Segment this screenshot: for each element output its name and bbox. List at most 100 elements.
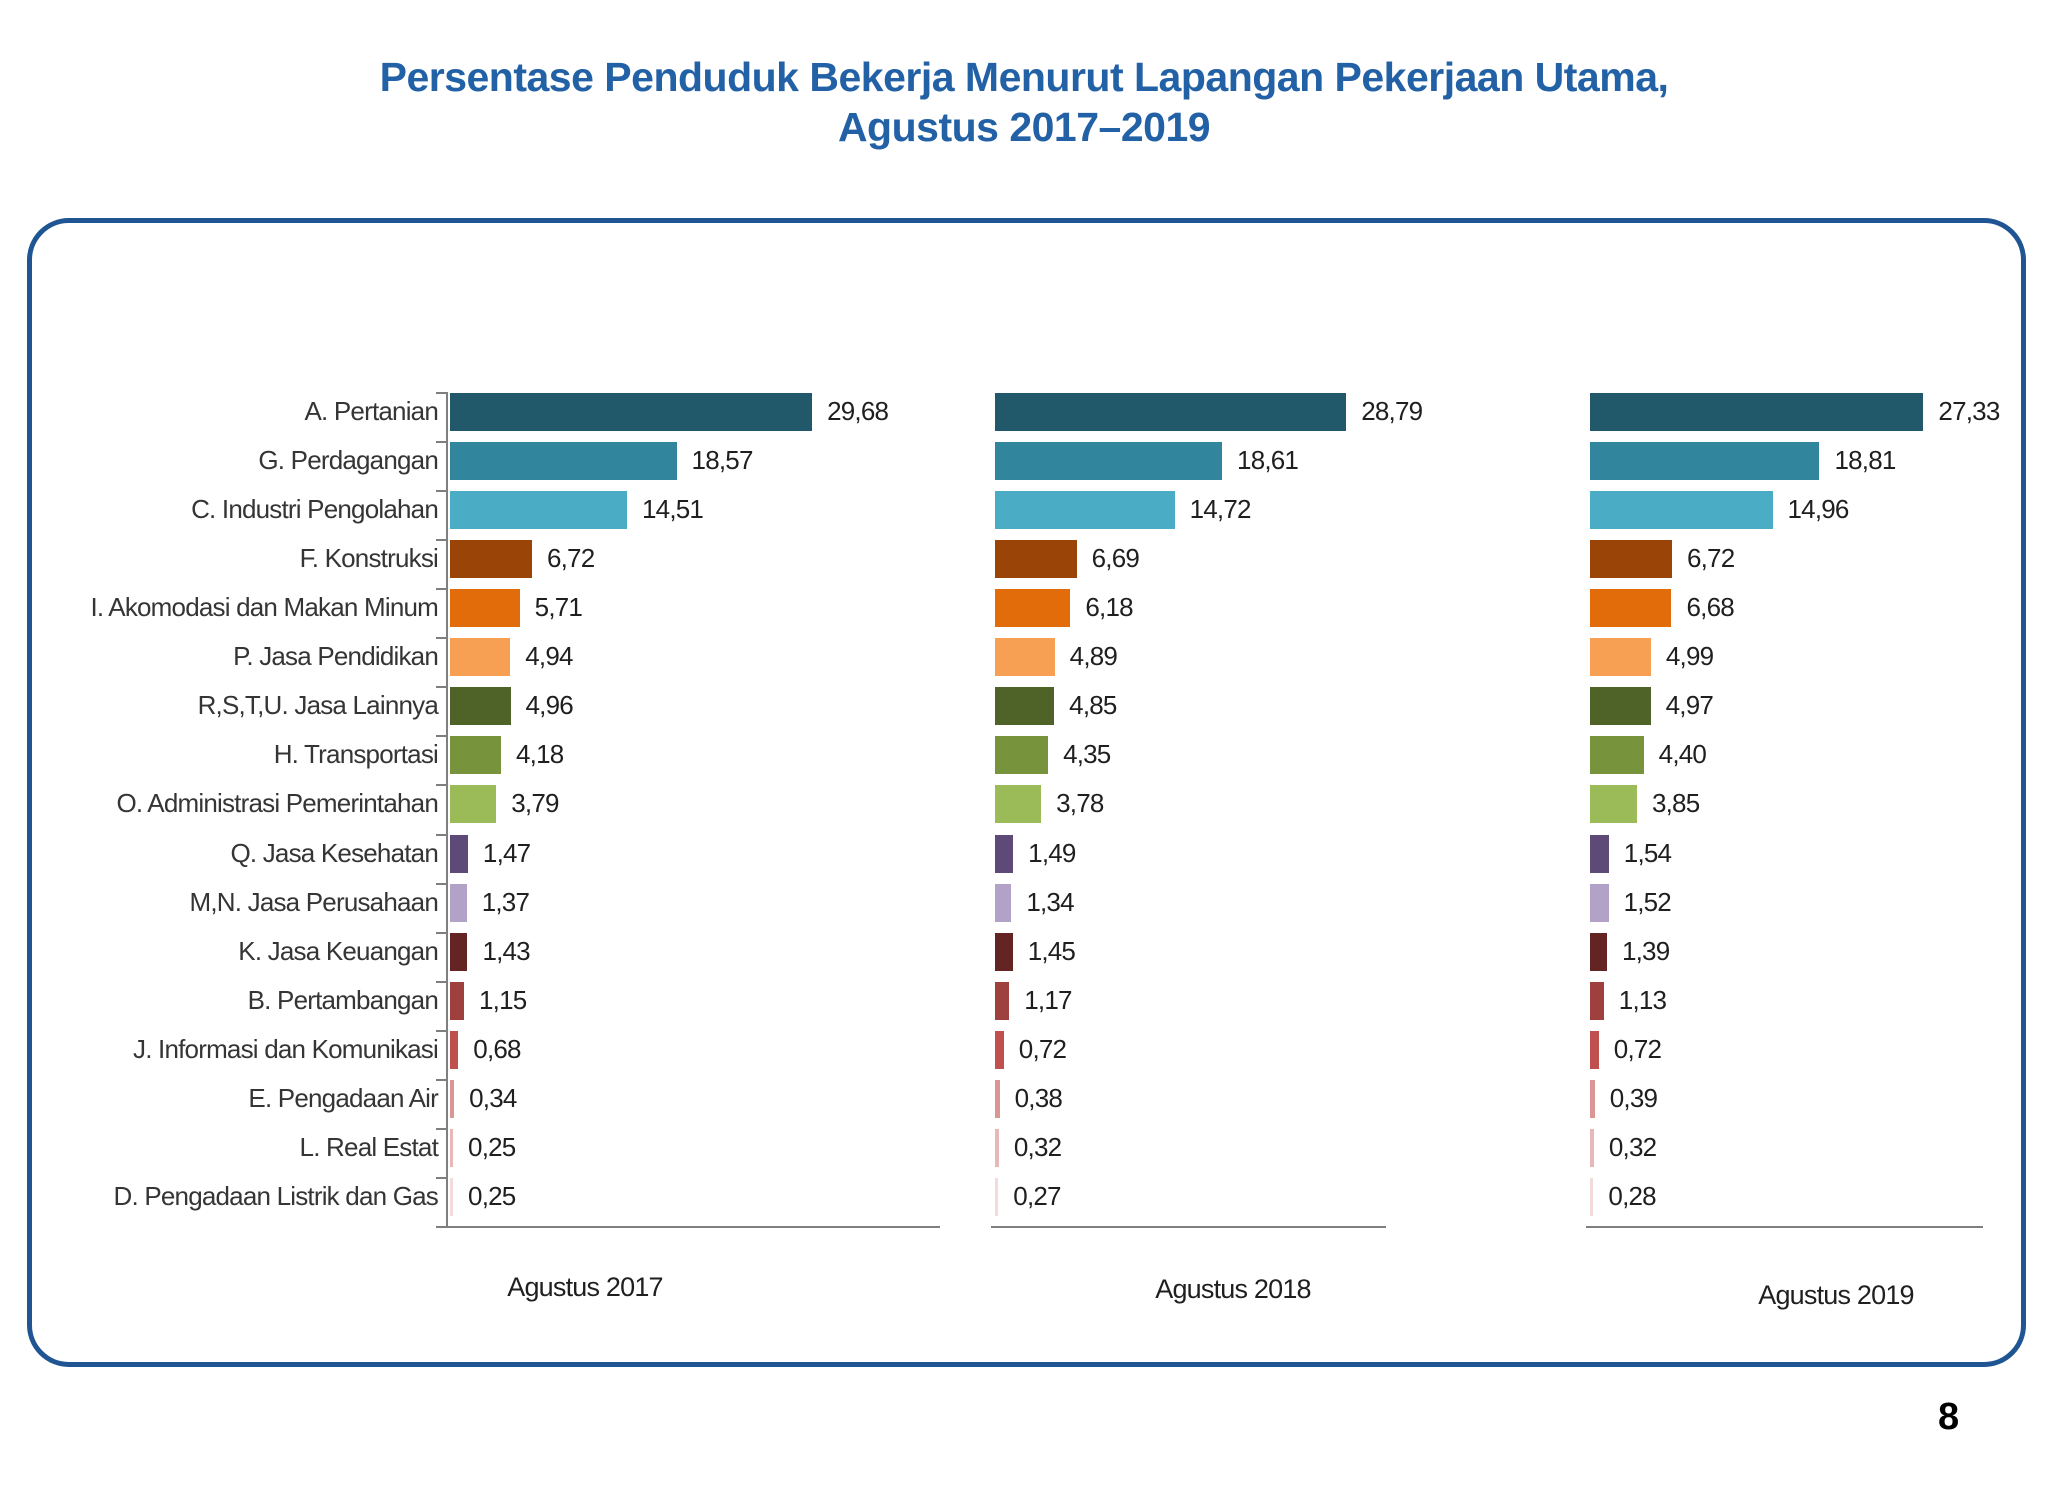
- category-label: K. Jasa Keuangan: [238, 935, 439, 966]
- category-axis-tick: [436, 1176, 448, 1179]
- bar: [1590, 785, 1637, 824]
- bar: [995, 687, 1055, 726]
- bar-value-label: 1,13: [1618, 984, 1667, 1015]
- category-axis-tick: [436, 833, 448, 836]
- chart-title-line1: Persentase Penduduk Bekerja Menurut Lapa…: [379, 54, 1669, 100]
- bar: [450, 1128, 454, 1167]
- bar-value-label: 4,96: [525, 690, 574, 721]
- category-axis-tick: [436, 637, 448, 640]
- bar: [450, 1079, 455, 1118]
- category-axis-tick: [436, 1226, 448, 1229]
- bar: [995, 1079, 1000, 1118]
- bar-value-label: 14,72: [1189, 494, 1252, 525]
- category-axis-tick: [436, 784, 448, 787]
- bar: [1590, 736, 1644, 775]
- value-axis-baseline: [446, 1226, 940, 1228]
- bar: [995, 785, 1042, 824]
- bar: [1590, 638, 1651, 677]
- category-label: I. Akomodasi dan Makan Minum: [90, 592, 438, 623]
- bar-value-label: 4,94: [525, 641, 573, 672]
- category-label: R,S,T,U. Jasa Lainnya: [197, 690, 439, 721]
- chart-title-line2: Agustus 2017–2019: [837, 104, 1211, 150]
- bar-value-label: 14,96: [1787, 494, 1850, 525]
- bar: [995, 932, 1013, 971]
- bar-value-label: 18,81: [1834, 445, 1896, 476]
- bar: [450, 687, 511, 726]
- bar-value-label: 28,79: [1361, 396, 1423, 426]
- bar: [1590, 393, 1924, 431]
- category-axis-tick: [436, 735, 448, 738]
- category-label: B. Pertambangan: [247, 984, 439, 1015]
- bar-value-label: 1,43: [482, 935, 530, 966]
- bar: [450, 442, 677, 481]
- bar: [450, 393, 813, 431]
- bar-value-label: 6,72: [1686, 543, 1735, 574]
- bar: [1590, 491, 1773, 530]
- bar-value-label: 1,34: [1026, 886, 1074, 917]
- category-axis-tick: [436, 980, 448, 983]
- x-axis-label-2017: Agustus 2017: [507, 1272, 663, 1302]
- bar-value-label: 0,32: [1013, 1131, 1062, 1162]
- bar-value-label: 18,57: [691, 445, 754, 476]
- category-label: D. Pengadaan Listrik dan Gas: [113, 1180, 439, 1211]
- category-label: F. Konstruksi: [299, 543, 439, 574]
- bar: [1590, 883, 1609, 922]
- bar: [450, 932, 468, 971]
- bar: [450, 785, 497, 824]
- category-label: J. Informasi dan Komunikasi: [133, 1033, 439, 1064]
- bar: [450, 736, 501, 775]
- bar: [995, 1177, 999, 1216]
- category-axis-tick: [436, 1078, 448, 1081]
- bar: [1590, 687, 1651, 726]
- category-label: L. Real Estat: [299, 1131, 439, 1162]
- bar-value-label: 6,18: [1085, 592, 1133, 623]
- bar: [995, 442, 1223, 481]
- bar: [1590, 1177, 1594, 1216]
- bar-value-label: 1,54: [1623, 837, 1672, 868]
- bar: [995, 393, 1347, 431]
- bar-value-label: 1,39: [1621, 935, 1670, 966]
- category-label: H. Transportasi: [273, 739, 439, 770]
- bar: [450, 981, 465, 1020]
- bar-value-label: 3,78: [1056, 788, 1104, 819]
- bar: [1590, 540, 1672, 579]
- bar-value-label: 14,51: [642, 494, 704, 525]
- bar-value-label: 1,47: [482, 837, 531, 868]
- bar: [1590, 932, 1607, 971]
- bar-value-label: 6,72: [546, 543, 595, 574]
- bar: [995, 491, 1175, 530]
- bar-value-label: 1,52: [1623, 886, 1672, 917]
- bar: [995, 540, 1077, 579]
- category-axis-tick: [436, 588, 448, 591]
- bar: [1590, 1079, 1595, 1118]
- category-axis-tick: [436, 882, 448, 885]
- category-label: O. Administrasi Pemerintahan: [116, 788, 438, 819]
- bar-value-label: 4,85: [1069, 690, 1117, 721]
- category-label: Q. Jasa Kesehatan: [230, 837, 438, 868]
- x-axis-label-2018: Agustus 2018: [1155, 1274, 1311, 1304]
- category-label: G. Perdagangan: [258, 445, 438, 476]
- bar: [995, 834, 1014, 873]
- bar-value-label: 4,18: [515, 739, 564, 770]
- category-axis-tick: [436, 490, 448, 493]
- bar: [995, 1030, 1004, 1069]
- bar-value-label: 4,89: [1069, 641, 1118, 672]
- category-axis-tick: [436, 392, 448, 394]
- bar-value-label: 1,49: [1028, 837, 1076, 868]
- bar: [995, 589, 1071, 628]
- bar-value-label: 0,27: [1013, 1180, 1061, 1211]
- bar-value-label: 0,28: [1608, 1180, 1656, 1211]
- bar: [450, 834, 468, 873]
- category-label: E. Pengadaan Air: [248, 1082, 438, 1113]
- bar-value-label: 1,17: [1024, 984, 1072, 1015]
- category-label: P. Jasa Pendidikan: [233, 641, 439, 672]
- bar: [1590, 1030, 1599, 1069]
- bar-value-label: 0,38: [1014, 1082, 1063, 1113]
- bar-value-label: 0,72: [1018, 1033, 1067, 1064]
- bar-value-label: 0,32: [1608, 1131, 1657, 1162]
- bar-value-label: 6,68: [1686, 592, 1734, 623]
- bar: [450, 883, 467, 922]
- bar-value-label: 3,79: [511, 788, 559, 819]
- bar: [995, 638, 1055, 677]
